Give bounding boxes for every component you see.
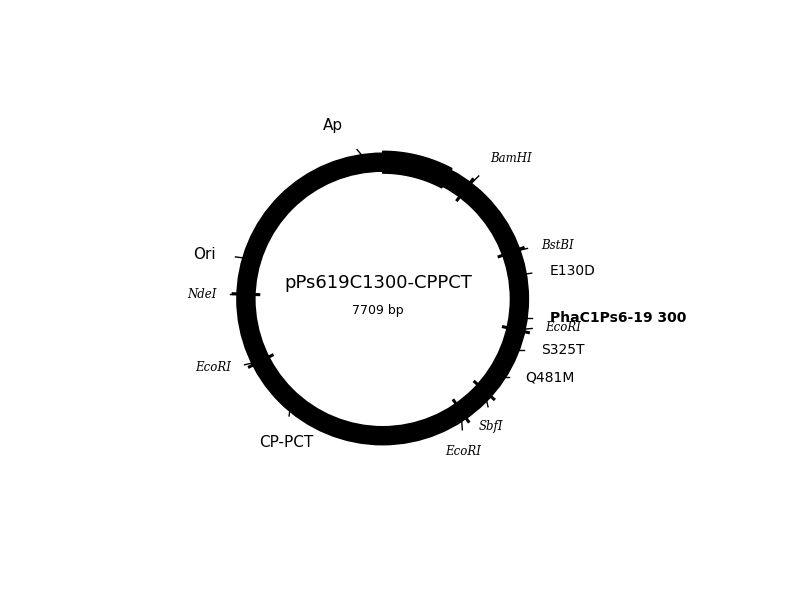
Polygon shape <box>443 176 462 191</box>
Text: EcoRI: EcoRI <box>546 321 582 334</box>
Polygon shape <box>290 400 307 415</box>
Text: Q481M: Q481M <box>526 371 575 384</box>
Text: EcoRI: EcoRI <box>195 361 231 374</box>
Text: SbfI: SbfI <box>479 420 503 433</box>
Text: Ori: Ori <box>193 247 215 262</box>
Polygon shape <box>245 263 256 281</box>
Polygon shape <box>382 152 452 188</box>
Text: Ap: Ap <box>323 118 343 133</box>
Text: pPs619C1300-CPPCT: pPs619C1300-CPPCT <box>284 274 472 292</box>
Text: BamHI: BamHI <box>490 152 532 165</box>
Text: CP-PCT: CP-PCT <box>259 435 314 450</box>
Text: NdeI: NdeI <box>187 288 216 301</box>
Text: E130D: E130D <box>550 263 595 278</box>
Polygon shape <box>265 212 279 229</box>
Text: 7709 bp: 7709 bp <box>352 304 404 317</box>
Text: S325T: S325T <box>542 343 585 357</box>
Polygon shape <box>248 329 259 347</box>
Polygon shape <box>401 426 418 437</box>
Text: BstBI: BstBI <box>541 239 574 252</box>
Text: PhaC1Ps6-19 300: PhaC1Ps6-19 300 <box>550 311 686 325</box>
Text: EcoRI: EcoRI <box>446 445 482 458</box>
Polygon shape <box>478 382 493 398</box>
Polygon shape <box>319 165 338 177</box>
